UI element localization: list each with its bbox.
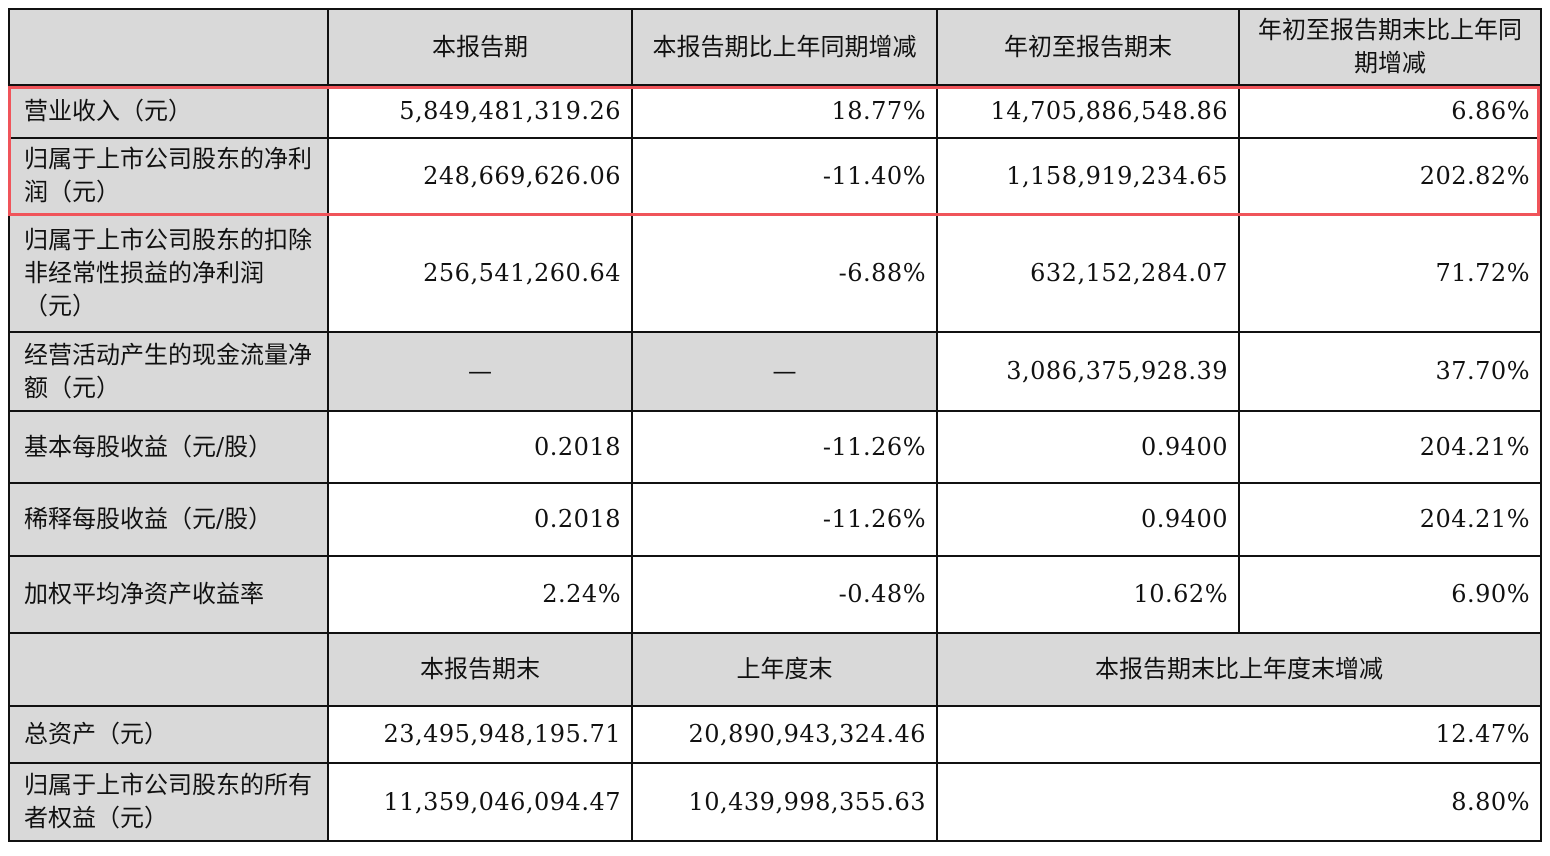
cell: — xyxy=(327,331,633,412)
cell: 3,086,375,928.39 xyxy=(936,331,1240,412)
table-row: 营业收入（元） 5,849,481,319.26 18.77% 14,705,8… xyxy=(8,84,1542,139)
table-row: 归属于上市公司股东的净利润（元） 248,669,626.06 -11.40% … xyxy=(8,137,1542,215)
header-cell: 本报告期末比上年度末增减 xyxy=(936,632,1542,707)
cell: 204.21% xyxy=(1238,482,1542,557)
row-label: 归属于上市公司股东的净利润（元） xyxy=(8,137,329,215)
table-row: 归属于上市公司股东的所有者权益（元） 11,359,046,094.47 10,… xyxy=(8,762,1542,842)
header-cell: 本报告期比上年同期增减 xyxy=(631,8,938,86)
cell: 0.9400 xyxy=(936,410,1240,484)
cell: 10.62% xyxy=(936,555,1240,634)
cell: 1,158,919,234.65 xyxy=(936,137,1240,215)
cell: -11.26% xyxy=(631,482,938,557)
cell: 0.2018 xyxy=(327,482,633,557)
cell: 8.80% xyxy=(936,762,1542,842)
table-row: 基本每股收益（元/股） 0.2018 -11.26% 0.9400 204.21… xyxy=(8,410,1542,484)
header-cell xyxy=(8,8,329,86)
header-row: 本报告期 本报告期比上年同期增减 年初至报告期末 年初至报告期末比上年同期增减 xyxy=(8,8,1542,86)
cell: 5,849,481,319.26 xyxy=(327,84,633,139)
row-label: 加权平均净资产收益率 xyxy=(8,555,329,634)
cell: 37.70% xyxy=(1238,331,1542,412)
cell: -0.48% xyxy=(631,555,938,634)
header-cell: 上年度末 xyxy=(631,632,938,707)
row-label: 归属于上市公司股东的所有者权益（元） xyxy=(8,762,329,842)
cell: 12.47% xyxy=(936,705,1542,764)
cell: 2.24% xyxy=(327,555,633,634)
row-label: 营业收入（元） xyxy=(8,84,329,139)
row-label: 总资产（元） xyxy=(8,705,329,764)
cell: 20,890,943,324.46 xyxy=(631,705,938,764)
cell: 202.82% xyxy=(1238,137,1542,215)
cell: 6.86% xyxy=(1238,84,1542,139)
header-cell: 本报告期 xyxy=(327,8,633,86)
cell: 11,359,046,094.47 xyxy=(327,762,633,842)
header-cell: 本报告期末 xyxy=(327,632,633,707)
cell: 23,495,948,195.71 xyxy=(327,705,633,764)
cell: 14,705,886,548.86 xyxy=(936,84,1240,139)
cell: 256,541,260.64 xyxy=(327,213,633,333)
cell: 632,152,284.07 xyxy=(936,213,1240,333)
cell: -11.26% xyxy=(631,410,938,484)
row-label: 经营活动产生的现金流量净额（元） xyxy=(8,331,329,412)
cell: — xyxy=(631,331,938,412)
cell: 18.77% xyxy=(631,84,938,139)
cell: 0.2018 xyxy=(327,410,633,484)
cell: 248,669,626.06 xyxy=(327,137,633,215)
table-row: 加权平均净资产收益率 2.24% -0.48% 10.62% 6.90% xyxy=(8,555,1542,634)
cell: 6.90% xyxy=(1238,555,1542,634)
table-row: 总资产（元） 23,495,948,195.71 20,890,943,324.… xyxy=(8,705,1542,764)
cell: -11.40% xyxy=(631,137,938,215)
table-row: 归属于上市公司股东的扣除非经常性损益的净利润（元） 256,541,260.64… xyxy=(8,213,1542,333)
header-cell: 年初至报告期末 xyxy=(936,8,1240,86)
row-label: 稀释每股收益（元/股） xyxy=(8,482,329,557)
header-cell: 年初至报告期末比上年同期增减 xyxy=(1238,8,1542,86)
table-row: 稀释每股收益（元/股） 0.2018 -11.26% 0.9400 204.21… xyxy=(8,482,1542,557)
header-row-2: 本报告期末 上年度末 本报告期末比上年度末增减 xyxy=(8,632,1542,707)
cell: 204.21% xyxy=(1238,410,1542,484)
row-label: 基本每股收益（元/股） xyxy=(8,410,329,484)
table-row: 经营活动产生的现金流量净额（元） — — 3,086,375,928.39 37… xyxy=(8,331,1542,412)
cell: 71.72% xyxy=(1238,213,1542,333)
cell: 10,439,998,355.63 xyxy=(631,762,938,842)
cell: 0.9400 xyxy=(936,482,1240,557)
cell: -6.88% xyxy=(631,213,938,333)
row-label: 归属于上市公司股东的扣除非经常性损益的净利润（元） xyxy=(8,213,329,333)
financial-data-table: 本报告期 本报告期比上年同期增减 年初至报告期末 年初至报告期末比上年同期增减 … xyxy=(8,8,1542,842)
header-cell xyxy=(8,632,329,707)
